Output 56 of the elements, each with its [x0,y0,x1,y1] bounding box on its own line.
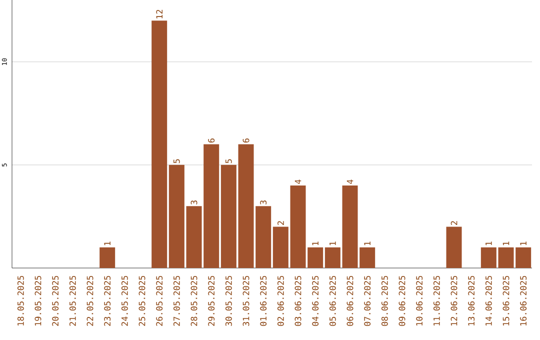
x-tick-label: 21.05.2025 [69,276,76,326]
data-label: 1 [104,242,110,246]
data-label: 5 [174,159,180,164]
data-label: 2 [450,221,458,225]
x-tick-label: 10.06.2025 [416,276,423,326]
x-tick-label: 19.05.2025 [34,276,42,326]
x-tick-label: 26.05.2025 [156,276,163,326]
bar [168,164,184,268]
data-label: 1 [330,242,336,246]
data-label: 1 [502,242,510,246]
x-tick-label: 31.05.2025 [242,276,250,326]
data-label: 4 [294,180,302,184]
data-label: 2 [278,221,284,225]
bar [220,164,236,268]
x-tick-label: 25.05.2025 [138,276,146,326]
x-tick-label: 23.05.2025 [104,276,111,326]
x-tick-label: 15.06.2025 [502,276,510,326]
x-tick-label: 08.06.2025 [381,276,388,326]
data-label: 3 [260,200,267,204]
x-tick-label: 12.06.2025 [450,276,458,326]
x-tick-label: 03.06.2025 [294,276,302,326]
data-label: 1 [364,242,370,246]
bar [272,226,288,268]
x-tick-label: 16.06.2025 [520,276,527,326]
data-label: 6 [242,138,250,143]
bar [152,20,168,268]
x-tick-label: 09.06.2025 [398,276,406,326]
data-label: 4 [346,180,354,184]
data-label: 12 [156,10,162,18]
data-label: 1 [312,242,318,246]
x-tick-label: 27.05.2025 [173,276,180,326]
x-tick-label: 11.06.2025 [433,276,440,326]
x-tick-label: 18.05.2025 [17,276,24,326]
x-tick-label: 14.06.2025 [485,276,492,326]
data-label: 3 [190,200,198,204]
x-tick-label: 05.06.2025 [329,276,336,326]
x-tick-label: 01.06.2025 [260,276,267,326]
bar [100,247,116,268]
data-label: 5 [226,159,232,164]
x-tick-label: 28.05.2025 [190,276,198,326]
x-tick-label: 20.05.2025 [52,276,59,326]
x-tick-label: 04.06.2025 [312,276,319,326]
x-tick-label: 06.06.2025 [346,276,354,326]
x-tick-label: 24.05.2025 [121,276,128,326]
bar [480,247,496,268]
x-tick-label: 30.05.2025 [225,276,232,326]
x-tick-label: 22.05.2025 [86,276,94,326]
data-label: 1 [486,242,492,246]
bar [324,247,340,268]
bar [446,226,462,268]
data-label: 1 [520,242,526,246]
x-tick-label: 13.06.2025 [468,276,475,326]
data-label: 6 [208,138,215,143]
x-tick-label: 07.06.2025 [364,276,371,326]
x-tick-label: 02.06.2025 [277,276,284,326]
x-tick-label: 29.05.2025 [208,276,215,326]
